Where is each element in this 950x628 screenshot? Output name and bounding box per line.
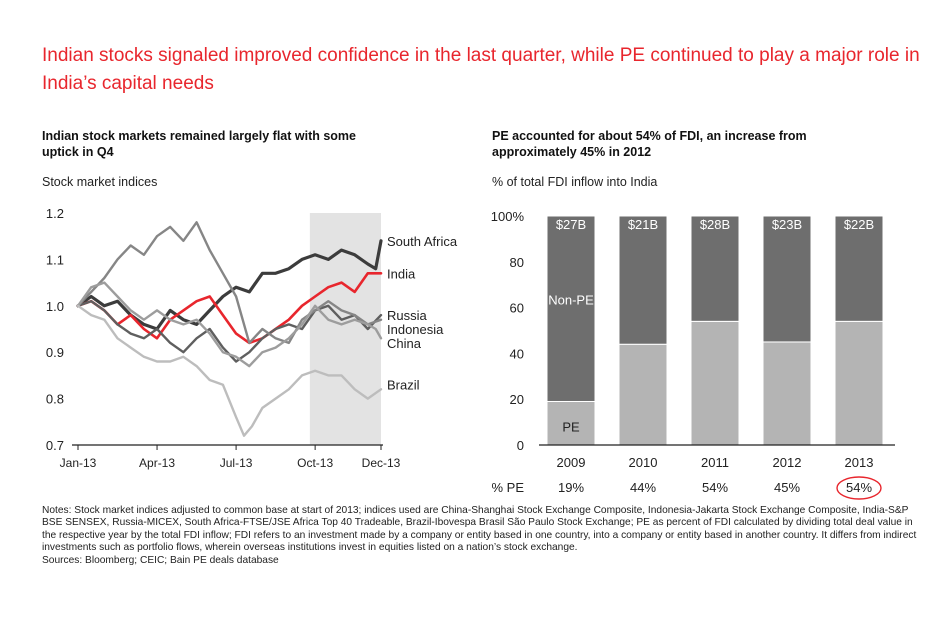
bar-total-label: $23B (772, 217, 802, 232)
highlight-circle (836, 476, 882, 500)
legend-label-south-africa: South Africa (387, 234, 458, 249)
non-pe-segment-2010 (618, 215, 668, 345)
pe-segment-label: PE (562, 420, 580, 435)
series-line-indonesia (76, 221, 383, 345)
line-chart-heading: Indian stock markets remained largely fl… (42, 129, 356, 159)
pe-segment-2010 (618, 343, 668, 446)
page-title: Indian stocks signaled improved confiden… (42, 45, 920, 94)
y-tick-label: 1.2 (46, 206, 64, 221)
x-tick-label: Jan-13 (60, 456, 97, 470)
bar-total-label: $27B (556, 217, 586, 232)
legend-label-india: India (387, 266, 416, 281)
x-tick-label: 2011 (701, 455, 729, 470)
legend-label-china: China (387, 336, 422, 351)
legend-label-brazil: Brazil (387, 378, 420, 393)
series-line-brazil (76, 304, 383, 437)
bar-total-label: $22B (844, 217, 874, 232)
footnotes: Notes: Stock market indices adjusted to … (42, 505, 922, 567)
pe-row-label: % PE (491, 480, 524, 495)
x-tick-label: Oct-13 (297, 456, 333, 470)
y-tick-label: 0.7 (46, 438, 64, 453)
non-pe-segment-2011 (690, 215, 740, 322)
bar-total-label: $21B (628, 217, 658, 232)
x-tick-label: 2012 (773, 455, 802, 470)
non-pe-segment-2012 (762, 215, 812, 343)
y-tick-label: 0.9 (46, 345, 64, 360)
series-line-china (76, 281, 383, 368)
notes-text: Notes: Stock market indices adjusted to … (42, 505, 917, 554)
non-pe-segment-2013 (834, 215, 884, 322)
bar-chart-heading: PE accounted for about 54% of FDI, an in… (492, 129, 807, 159)
y-tick-label: 20 (510, 392, 524, 407)
pe-segment-2009 (546, 400, 596, 446)
pe-percent-label: 54% (702, 480, 728, 495)
y-tick-label: 1.1 (46, 252, 64, 267)
x-tick-label: Dec-13 (362, 456, 401, 470)
pe-percent-label: 45% (774, 480, 800, 495)
y-tick-label: 1.0 (46, 299, 64, 314)
legend-label-indonesia: Indonesia (387, 322, 444, 337)
stock-indices-line-chart: 0.7 0.8 0.9 1.0 1.1 1.2 Jan-13 Apr-13 Jul-13 Oct-… (46, 206, 458, 470)
y-tick-label: 100% (491, 209, 525, 224)
y-tick-label: 0.8 (46, 392, 64, 407)
y-tick-label: 40 (510, 346, 524, 361)
pe-fdi-bar-chart: 0 20 40 60 80 100% $27B 2009 19% $21B 2010 44% $28B 2… (491, 209, 895, 500)
pe-segment-2013 (834, 320, 884, 446)
sources-text: Sources: Bloomberg; CEIC; Bain PE deals … (42, 554, 279, 566)
y-tick-label: 60 (510, 301, 524, 316)
pe-segment-2012 (762, 341, 812, 446)
line-chart-unit-label: Stock market indices (42, 175, 158, 189)
x-tick-label: 2010 (629, 455, 658, 470)
pe-percent-label: 54% (846, 480, 872, 495)
y-tick-label: 80 (510, 255, 524, 270)
series-line-india (76, 272, 383, 345)
legend-label-russia: Russia (387, 308, 428, 323)
non-pe-segment-2009 (546, 215, 596, 402)
y-tick-label: 0 (517, 438, 524, 453)
x-tick-label: Apr-13 (139, 456, 175, 470)
bar-total-label: $28B (700, 217, 730, 232)
pe-segment-2011 (690, 320, 740, 446)
x-tick-label: Jul-13 (220, 456, 253, 470)
pe-percent-label: 44% (630, 480, 656, 495)
q4-highlight-band (309, 213, 381, 445)
non-pe-segment-label: Non-PE (548, 293, 594, 308)
x-tick-label: 2009 (557, 455, 586, 470)
bar-chart-unit-label: % of total FDI inflow into India (492, 175, 658, 189)
x-tick-label: 2013 (845, 455, 874, 470)
pe-percent-label: 19% (558, 480, 584, 495)
